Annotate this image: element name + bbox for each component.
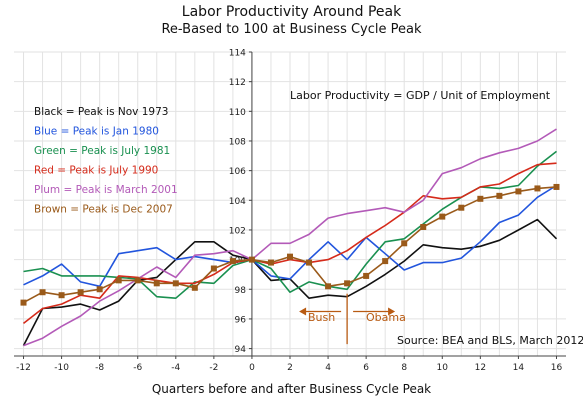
data-point-marker bbox=[344, 280, 351, 287]
data-point-marker bbox=[115, 277, 122, 284]
formula-annotation: Labor Productivity = GDP / Unit of Emplo… bbox=[290, 89, 551, 102]
data-point-marker bbox=[363, 272, 370, 279]
y-tick-label: 98 bbox=[234, 286, 246, 296]
data-point-marker bbox=[172, 280, 179, 287]
x-tick-label: 2 bbox=[287, 363, 293, 373]
data-point-marker bbox=[229, 258, 236, 265]
y-tick-label: 112 bbox=[229, 78, 246, 88]
data-point-marker bbox=[153, 280, 160, 287]
annotations: Labor Productivity = GDP / Unit of Emplo… bbox=[290, 89, 583, 347]
x-tick-label: 8 bbox=[401, 363, 407, 373]
x-tick-label: 10 bbox=[437, 363, 449, 373]
chart-subtitle: Re-Based to 100 at Business Cycle Peak bbox=[161, 22, 422, 37]
legend-entry: Blue = Peak is Jan 1980 bbox=[34, 126, 159, 138]
y-tick-label: 108 bbox=[229, 137, 246, 147]
data-point-marker bbox=[458, 204, 465, 211]
data-point-marker bbox=[401, 240, 408, 247]
obama-arrow-head bbox=[388, 307, 396, 316]
x-tick-label: 16 bbox=[551, 363, 563, 373]
legend-entry: Brown = Peak is Dec 2007 bbox=[34, 204, 173, 216]
x-tick-label: -2 bbox=[209, 363, 218, 373]
y-tick-label: 106 bbox=[229, 167, 246, 177]
data-point-marker bbox=[306, 259, 313, 266]
data-point-marker bbox=[39, 289, 46, 296]
data-point-marker bbox=[515, 188, 522, 195]
y-tick-label: 104 bbox=[229, 197, 246, 207]
x-tick-label: 6 bbox=[363, 363, 369, 373]
data-point-marker bbox=[534, 185, 541, 192]
data-point-marker bbox=[134, 277, 141, 284]
data-point-marker bbox=[58, 292, 65, 299]
y-tick-label: 102 bbox=[229, 226, 246, 236]
legend-entry: Plum = Peak is March 2001 bbox=[34, 184, 178, 196]
data-point-marker bbox=[96, 286, 103, 293]
data-point-marker bbox=[439, 213, 446, 220]
y-tick-label: 114 bbox=[229, 49, 246, 59]
data-point-marker bbox=[477, 195, 484, 202]
source-note: Source: BEA and BLS, March 2012 bbox=[397, 334, 583, 347]
data-point-marker bbox=[267, 259, 274, 266]
legend-entry: Black = Peak is Nov 1973 bbox=[34, 106, 168, 118]
data-point-marker bbox=[496, 192, 503, 199]
x-axis-label: Quarters before and after Business Cycle… bbox=[151, 382, 432, 396]
data-point-marker bbox=[325, 283, 332, 290]
x-tick-label: 14 bbox=[513, 363, 525, 373]
legend: Black = Peak is Nov 1973 Blue = Peak is J… bbox=[34, 106, 178, 216]
data-point-marker bbox=[420, 223, 427, 230]
series-line-plum bbox=[23, 128, 557, 347]
data-point-marker bbox=[287, 253, 293, 260]
data-point-marker bbox=[20, 299, 27, 306]
bush-label: Bush bbox=[308, 311, 335, 324]
y-tick-label: 94 bbox=[234, 345, 246, 355]
data-point-marker bbox=[553, 183, 560, 190]
legend-entry: Green = Peak is July 1981 bbox=[34, 145, 170, 157]
x-tick-label: 0 bbox=[249, 363, 255, 373]
data-point-marker bbox=[77, 289, 84, 296]
series-line-blue bbox=[23, 184, 557, 288]
series-lines bbox=[20, 128, 560, 347]
x-tick-label: -10 bbox=[54, 363, 69, 373]
x-tick-label: 12 bbox=[475, 363, 486, 373]
y-tick-label: 96 bbox=[234, 315, 246, 325]
chart-title: Labor Productivity Around Peak bbox=[181, 4, 402, 20]
obama-label: Obama bbox=[366, 311, 406, 324]
legend-entry: Red = Peak is July 1990 bbox=[34, 165, 158, 177]
x-tick-label: 4 bbox=[325, 363, 331, 373]
x-tick-label: -6 bbox=[133, 363, 142, 373]
data-point-marker bbox=[382, 258, 389, 265]
data-point-marker bbox=[191, 284, 198, 291]
data-point-marker bbox=[248, 256, 255, 263]
bush-arrow-head bbox=[299, 307, 307, 316]
x-tick-label: -4 bbox=[171, 363, 180, 373]
data-point-marker bbox=[210, 265, 217, 272]
y-tick-label: 110 bbox=[229, 108, 246, 118]
gridlines bbox=[14, 51, 566, 356]
x-tick-label: -12 bbox=[16, 363, 31, 373]
x-tick-label: -8 bbox=[95, 363, 104, 373]
